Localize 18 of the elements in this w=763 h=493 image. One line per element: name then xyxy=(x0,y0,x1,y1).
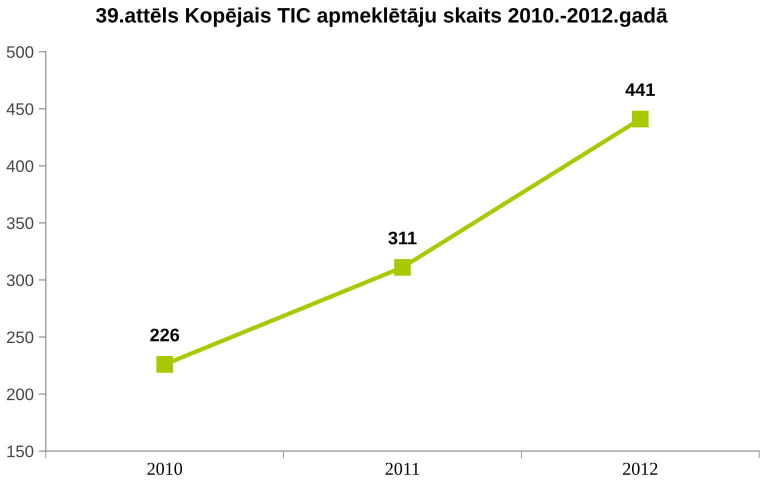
y-tick-label: 450 xyxy=(6,103,34,116)
y-tick-label: 150 xyxy=(7,445,34,458)
x-tick-label: 2010 xyxy=(147,462,182,475)
data-label: 226 xyxy=(150,328,180,342)
y-tick-label: 200 xyxy=(7,388,34,400)
y-tick-label: 500 xyxy=(6,46,34,58)
y-tick-label: 400 xyxy=(6,160,34,172)
point xyxy=(394,259,411,276)
y-tick-label: 350 xyxy=(6,217,34,230)
x-tick-label: 2011 xyxy=(386,462,420,475)
point xyxy=(632,110,649,128)
x-tick-label: 2012 xyxy=(623,462,658,475)
data-label: 441 xyxy=(625,83,655,96)
point xyxy=(156,356,174,373)
y-tick-label: 300 xyxy=(6,274,34,286)
y-tick-label: 250 xyxy=(7,331,34,344)
data-label: 311 xyxy=(388,232,417,244)
chart-title: 39.attēls Kopējais TIC apmeklētāju skaits 2010.-2012.gadā xyxy=(96,7,668,27)
